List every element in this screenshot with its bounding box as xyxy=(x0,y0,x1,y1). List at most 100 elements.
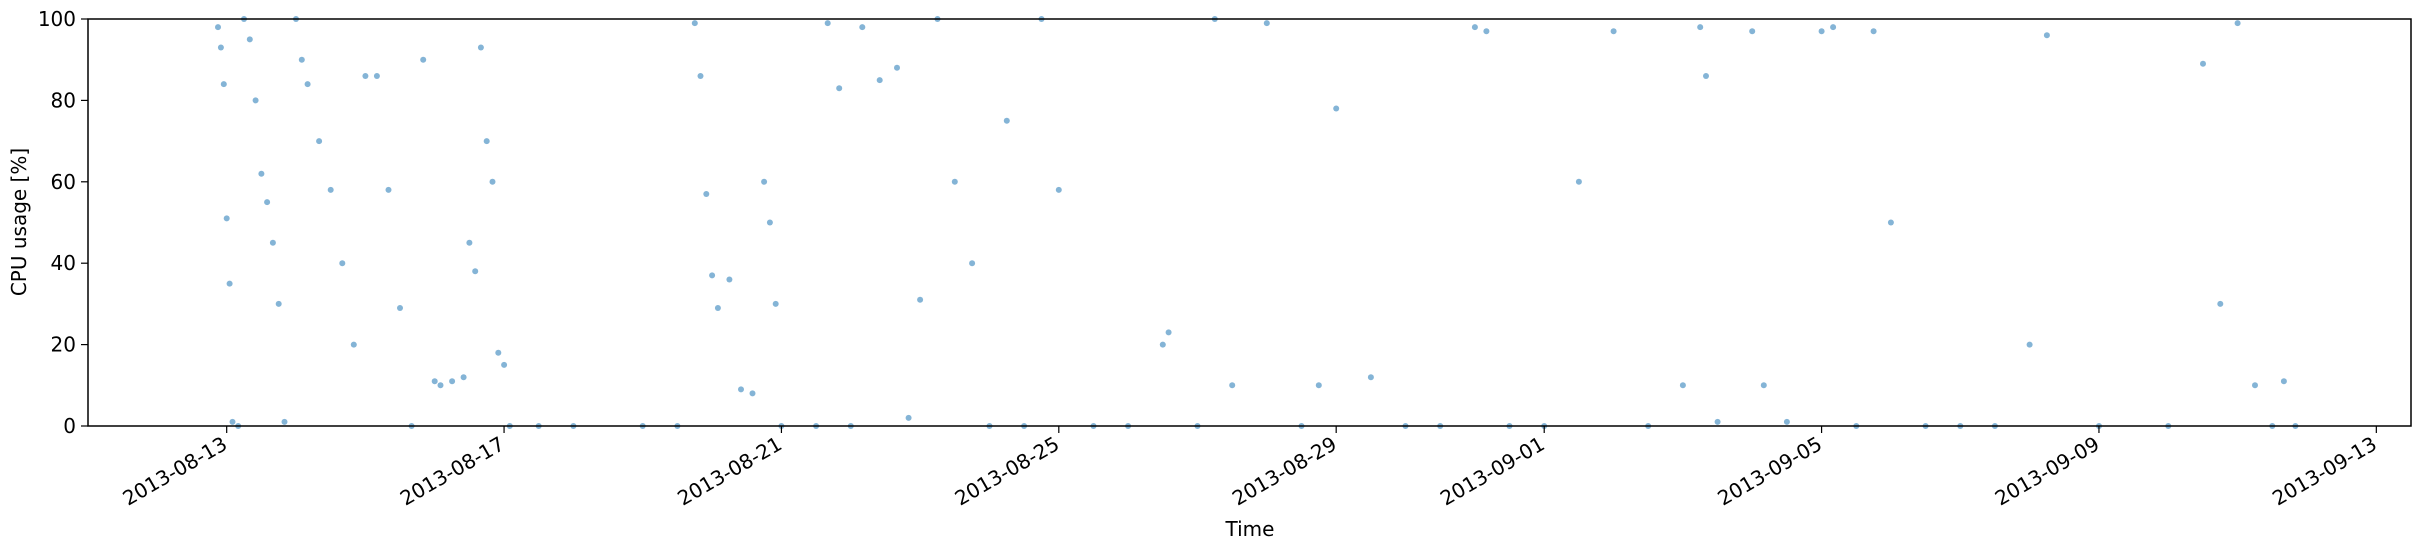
data-point xyxy=(1165,329,1172,336)
data-point xyxy=(1055,186,1062,193)
x-axis: 2013-08-13 2013-08-17 2013-08-21 2013-08-25… xyxy=(119,426,2381,510)
data-point xyxy=(431,378,438,385)
data-point xyxy=(220,81,227,88)
data-point xyxy=(894,64,900,71)
data-point xyxy=(1697,24,1704,31)
x-tick-label: 2013-08-25 xyxy=(951,432,1064,511)
data-point xyxy=(1783,418,1790,425)
data-point xyxy=(1333,105,1340,112)
x-tick-label: 2013-09-09 xyxy=(1991,432,2104,511)
data-point xyxy=(1679,382,1686,389)
data-point xyxy=(362,73,369,79)
data-point xyxy=(215,24,221,31)
data-point xyxy=(697,73,704,79)
data-point xyxy=(2234,20,2241,27)
data-point xyxy=(501,361,508,368)
data-point xyxy=(726,276,733,283)
data-point xyxy=(1610,28,1617,35)
data-point xyxy=(703,191,710,197)
x-tick-label: 2013-09-01 xyxy=(1436,432,1549,511)
data-point xyxy=(714,305,721,311)
data-point xyxy=(1159,341,1166,348)
data-point xyxy=(772,300,779,307)
x-tick-label: 2013-08-13 xyxy=(119,432,232,511)
x-tick-label: 2013-08-29 xyxy=(1228,432,1341,511)
data-point xyxy=(1749,28,1756,35)
data-point xyxy=(264,199,271,206)
data-point xyxy=(2043,32,2050,39)
data-point xyxy=(258,170,265,177)
data-point xyxy=(304,81,311,88)
data-point xyxy=(275,300,282,307)
data-point xyxy=(1471,24,1478,31)
data-point xyxy=(229,418,236,425)
data-point xyxy=(951,178,958,185)
data-point xyxy=(1714,418,1721,425)
x-tick-label: 2013-08-21 xyxy=(673,432,786,511)
data-point xyxy=(1003,117,1010,124)
data-point xyxy=(281,418,288,425)
y-tick-label: 80 xyxy=(51,88,76,112)
data-point xyxy=(226,280,233,287)
data-point xyxy=(859,24,866,31)
data-point xyxy=(466,239,473,246)
y-tick-label: 40 xyxy=(51,251,76,275)
y-tick-label: 0 xyxy=(63,414,76,438)
data-point xyxy=(1367,374,1374,381)
data-point xyxy=(397,305,403,311)
data-point xyxy=(836,85,843,92)
data-point xyxy=(1887,219,1894,226)
data-point xyxy=(373,73,380,79)
data-point xyxy=(489,178,496,185)
data-point xyxy=(709,272,716,279)
data-point xyxy=(477,44,484,51)
data-point xyxy=(766,219,773,226)
y-tick-label: 20 xyxy=(51,333,76,357)
y-tick-label: 100 xyxy=(38,7,76,31)
data-point xyxy=(2026,341,2033,348)
data-point xyxy=(917,296,924,303)
data-point xyxy=(738,386,744,393)
data-point xyxy=(1575,178,1582,185)
y-tick-label: 60 xyxy=(51,170,76,194)
data-point xyxy=(1263,20,1270,27)
data-point xyxy=(385,186,392,193)
data-point xyxy=(1229,382,1236,389)
data-point xyxy=(437,382,444,389)
data-point xyxy=(1483,28,1490,35)
data-point xyxy=(327,186,334,193)
data-point xyxy=(1830,24,1837,31)
data-point xyxy=(2200,60,2206,67)
data-point xyxy=(1703,73,1709,79)
data-point xyxy=(1818,28,1825,35)
data-point xyxy=(905,414,912,421)
x-axis-label: Time xyxy=(1225,517,1275,541)
data-point xyxy=(472,268,479,275)
x-tick-label: 2013-08-17 xyxy=(396,432,509,511)
data-point xyxy=(449,378,456,385)
data-point xyxy=(420,56,427,63)
scatter-points xyxy=(215,16,2299,429)
plot-frame xyxy=(87,18,2412,427)
data-point xyxy=(460,374,467,381)
data-point xyxy=(217,44,224,51)
data-point xyxy=(2252,382,2258,389)
data-point xyxy=(223,215,230,222)
data-point xyxy=(2217,300,2224,307)
data-point xyxy=(2280,378,2287,385)
data-point xyxy=(298,56,305,63)
data-point xyxy=(495,349,502,356)
data-point xyxy=(252,97,259,104)
y-axis: 0 20 40 60 80 100 xyxy=(38,7,88,438)
data-point xyxy=(339,260,346,267)
data-point xyxy=(749,390,756,397)
data-point xyxy=(876,77,883,84)
y-axis-label: CPU usage [%] xyxy=(7,148,31,296)
data-point xyxy=(246,36,253,43)
data-point xyxy=(1315,382,1322,389)
data-point xyxy=(1870,28,1877,35)
data-point xyxy=(691,20,698,27)
data-point xyxy=(350,341,357,348)
data-point xyxy=(969,260,976,267)
